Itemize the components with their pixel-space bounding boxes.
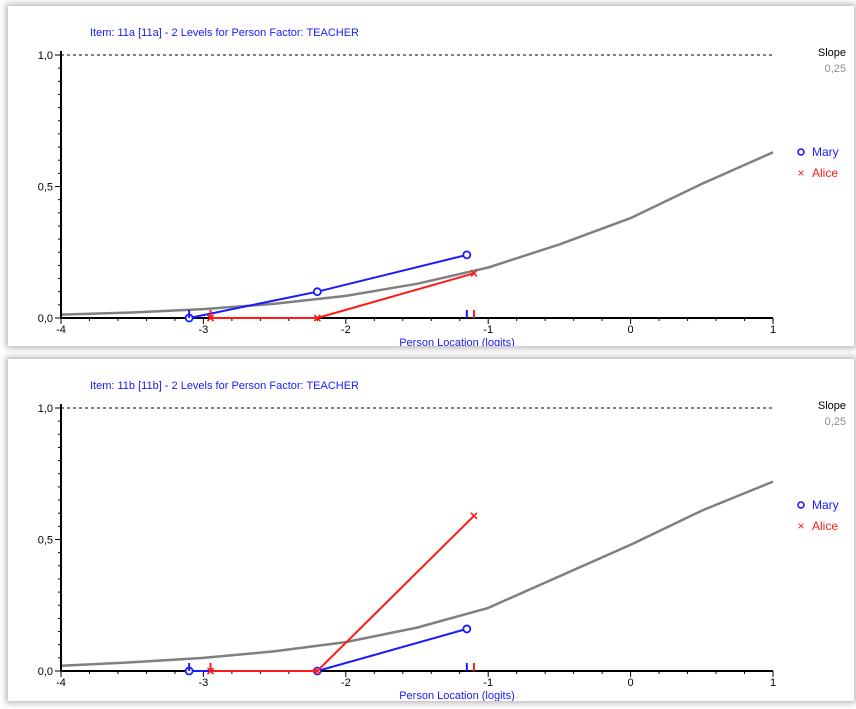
legend-marker-alice: × [797, 519, 804, 533]
data-point-alice [470, 512, 478, 520]
chart-title: Item: 11b [11b] - 2 Levels for Person Fa… [90, 380, 359, 392]
x-tick-label: -3 [199, 324, 209, 336]
chart-panel-11a: Item: 11a [11a] - 2 Levels for Person Fa… [8, 6, 854, 346]
data-point-alice [470, 269, 478, 277]
x-axis-label: Person Location (logits) [399, 337, 515, 346]
legend-marker-alice: × [797, 166, 804, 180]
slope-value: 0,25 [825, 416, 846, 428]
series-line-alice [210, 515, 475, 672]
legend-label-alice: Alice [812, 519, 838, 533]
chart-panel-11b: Item: 11b [11b] - 2 Levels for Person Fa… [8, 359, 854, 701]
data-point-mary [462, 250, 472, 260]
data-point-mary [312, 287, 322, 297]
slope-label: Slope [818, 47, 846, 59]
legend-marker-mary [797, 501, 805, 509]
data-point-alice [313, 667, 321, 675]
expected-curve [60, 480, 774, 667]
x-tick-label: 1 [770, 677, 776, 689]
x-tick-label: 1 [770, 324, 776, 336]
chart-svg-11a: Item: 11a [11a] - 2 Levels for Person Fa… [38, 27, 846, 346]
legend-label-mary: Mary [812, 498, 839, 512]
slope-label: Slope [818, 400, 846, 412]
data-point-mary [462, 624, 472, 634]
y-tick-label: 0,0 [38, 313, 53, 325]
x-tick-label: -4 [56, 677, 66, 689]
chart-title: Item: 11a [11a] - 2 Levels for Person Fa… [90, 27, 359, 39]
y-tick-label: 1,0 [38, 50, 53, 62]
slope-value: 0,25 [825, 63, 846, 75]
y-tick-label: 1,0 [38, 403, 53, 415]
x-tick-label: -1 [483, 677, 493, 689]
x-tick-label: -1 [483, 324, 493, 336]
x-tick-label: -2 [341, 677, 351, 689]
x-tick-label: -2 [341, 324, 351, 336]
y-tick-label: 0,5 [38, 182, 53, 194]
x-tick-label: 0 [628, 677, 634, 689]
series-line-mary [189, 627, 468, 672]
expected-curve [60, 151, 774, 316]
x-tick-label: -4 [56, 324, 66, 336]
y-tick-label: 0,5 [38, 535, 53, 547]
x-tick-label: -3 [199, 677, 209, 689]
y-tick-label: 0,0 [38, 666, 53, 678]
x-axis-label: Person Location (logits) [399, 690, 515, 701]
chart-svg-11b: Item: 11b [11b] - 2 Levels for Person Fa… [38, 380, 846, 701]
legend-marker-mary [797, 148, 805, 156]
legend-label-mary: Mary [812, 145, 839, 159]
x-tick-label: 0 [628, 324, 634, 336]
legend-label-alice: Alice [812, 166, 838, 180]
data-point-alice [313, 314, 321, 322]
